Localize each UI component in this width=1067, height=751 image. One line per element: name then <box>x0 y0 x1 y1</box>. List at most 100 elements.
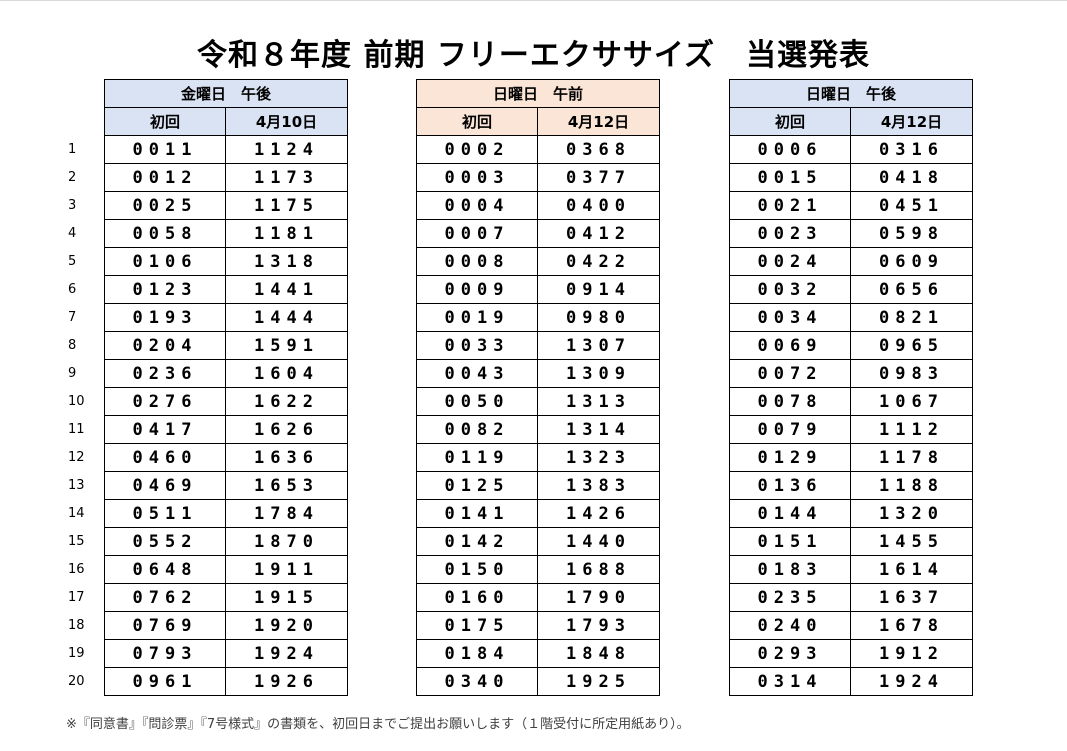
winning-number: 1181 <box>224 219 349 248</box>
row-number: 12 <box>68 450 85 465</box>
winning-number: 0316 <box>849 135 974 164</box>
winning-number: 0340 <box>416 667 538 696</box>
winning-number: 1920 <box>224 611 349 640</box>
winning-number: 1175 <box>224 191 349 220</box>
first-session-date: 4月10日 <box>224 107 349 136</box>
table-row: 0552 1870 <box>104 527 349 556</box>
winning-number: 0598 <box>849 219 974 248</box>
winning-number: 1848 <box>536 639 661 668</box>
row-number: 7 <box>68 310 77 325</box>
winning-number: 0050 <box>416 387 538 416</box>
winning-number: 0058 <box>104 219 226 248</box>
winning-number: 0961 <box>104 667 226 696</box>
winning-number: 1178 <box>849 443 974 472</box>
winning-number: 0008 <box>416 247 538 276</box>
row-number: 19 <box>68 646 85 661</box>
table-row: 0460 1636 <box>104 443 349 472</box>
winning-number: 0072 <box>729 359 851 388</box>
winning-number: 0006 <box>729 135 851 164</box>
winning-number: 0150 <box>416 555 538 584</box>
table-row: 0175 1793 <box>416 611 661 640</box>
session-header: 日曜日 午前 <box>415 79 661 108</box>
winning-number: 1790 <box>536 583 661 612</box>
table-row: 0050 1313 <box>416 387 661 416</box>
table-row: 0025 1175 <box>104 191 349 220</box>
winning-number: 0021 <box>729 191 851 220</box>
winning-number: 0183 <box>729 555 851 584</box>
winning-number: 0418 <box>849 163 974 192</box>
draw-table-friday-pm: 金曜日 午後 初回 4月10日 0011 1124 0012 1173 0025 1175… <box>103 79 349 696</box>
winning-number: 0451 <box>849 191 974 220</box>
winning-number: 0012 <box>104 163 226 192</box>
table-row: 0009 0914 <box>416 275 661 304</box>
winning-number: 0034 <box>729 303 851 332</box>
winning-number: 1614 <box>849 555 974 584</box>
winning-number: 0141 <box>416 499 538 528</box>
winning-number: 1440 <box>536 527 661 556</box>
winning-number: 0648 <box>104 555 226 584</box>
winning-number: 1678 <box>849 611 974 640</box>
winning-number: 1112 <box>849 415 974 444</box>
table-row: 0003 0377 <box>416 163 661 192</box>
table-row: 0193 1444 <box>104 303 349 332</box>
page-title: 令和８年度 前期 フリーエクササイズ 当選発表 <box>197 38 870 73</box>
submission-note: ※『同意書』『問診票』『7号様式』の書類を、初回日までご提出お願いします（１階受… <box>66 717 690 732</box>
winning-number: 0914 <box>536 275 661 304</box>
table-row: 0793 1924 <box>104 639 349 668</box>
winning-number: 0422 <box>536 247 661 276</box>
table-row: 0023 0598 <box>729 219 974 248</box>
winning-number: 0019 <box>416 303 538 332</box>
winning-number: 1307 <box>536 331 661 360</box>
winning-number: 1926 <box>224 667 349 696</box>
winning-number: 0460 <box>104 443 226 472</box>
winning-number: 0032 <box>729 275 851 304</box>
winning-number: 0043 <box>416 359 538 388</box>
table-row: 0469 1653 <box>104 471 349 500</box>
table-row: 0125 1383 <box>416 471 661 500</box>
winning-number: 0552 <box>104 527 226 556</box>
winning-number: 1622 <box>224 387 349 416</box>
row-number: 14 <box>68 506 85 521</box>
winning-number: 0125 <box>416 471 538 500</box>
table-row: 0006 0316 <box>729 135 974 164</box>
winning-number: 0511 <box>104 499 226 528</box>
winning-number: 1924 <box>849 667 974 696</box>
winning-number: 0609 <box>849 247 974 276</box>
table-row: 0043 1309 <box>416 359 661 388</box>
winning-number: 1911 <box>224 555 349 584</box>
table-row: 0236 1604 <box>104 359 349 388</box>
winning-number: 0193 <box>104 303 226 332</box>
winning-number: 0236 <box>104 359 226 388</box>
table-row: 0032 0656 <box>729 275 974 304</box>
winning-number: 1441 <box>224 275 349 304</box>
row-number: 15 <box>68 534 85 549</box>
winning-number: 0400 <box>536 191 661 220</box>
winning-number: 1591 <box>224 331 349 360</box>
winning-number: 1173 <box>224 163 349 192</box>
winning-number: 0368 <box>536 135 661 164</box>
winning-number: 1636 <box>224 443 349 472</box>
table-row: 0293 1912 <box>729 639 974 668</box>
table-row: 0011 1124 <box>104 135 349 164</box>
winning-number: 0276 <box>104 387 226 416</box>
table-row: 0033 1307 <box>416 331 661 360</box>
session-header: 金曜日 午後 <box>103 79 349 108</box>
winning-number: 0377 <box>536 163 661 192</box>
winning-number: 0469 <box>104 471 226 500</box>
winning-number: 0129 <box>729 443 851 472</box>
row-number: 2 <box>68 170 77 185</box>
table-row: 0008 0422 <box>416 247 661 276</box>
table-row: 0129 1178 <box>729 443 974 472</box>
row-number: 4 <box>68 226 77 241</box>
table-row: 0078 1067 <box>729 387 974 416</box>
first-session-date: 4月12日 <box>849 107 974 136</box>
winning-number: 0235 <box>729 583 851 612</box>
table-row: 0004 0400 <box>416 191 661 220</box>
row-number: 1 <box>68 142 77 157</box>
winning-number: 0119 <box>416 443 538 472</box>
winning-number: 0240 <box>729 611 851 640</box>
row-number: 6 <box>68 282 77 297</box>
row-number: 18 <box>68 618 85 633</box>
row-number: 9 <box>68 366 77 381</box>
winning-number: 0025 <box>104 191 226 220</box>
